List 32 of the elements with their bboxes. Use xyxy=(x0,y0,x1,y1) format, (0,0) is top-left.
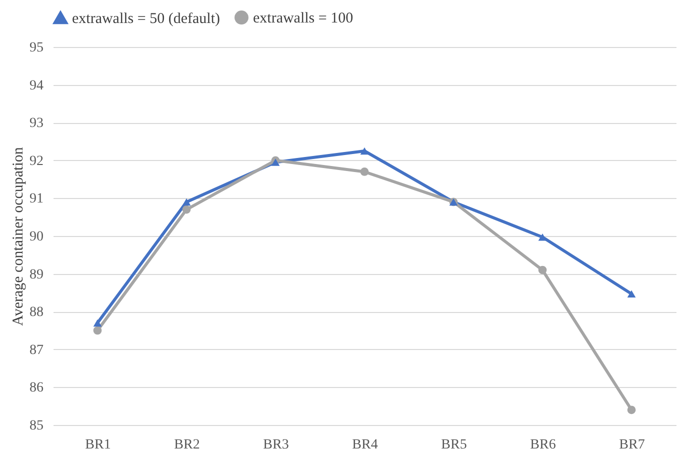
x-tick-label: BR1 xyxy=(85,438,111,452)
y-tick-label: 95 xyxy=(30,40,44,56)
y-tick-label: 85 xyxy=(30,418,44,434)
point xyxy=(182,205,191,214)
y-tick-label: 87 xyxy=(30,342,44,358)
y-tick-label: 90 xyxy=(30,230,44,244)
point xyxy=(360,168,369,176)
point xyxy=(538,234,547,241)
point xyxy=(360,147,369,155)
point xyxy=(538,266,547,274)
y-axis-title: Average container occupation xyxy=(10,146,26,326)
y-tick-label: 92 xyxy=(30,154,44,169)
x-tick-label: BR6 xyxy=(530,438,556,452)
point xyxy=(93,326,102,335)
point xyxy=(93,319,102,327)
point xyxy=(271,158,280,166)
point xyxy=(182,198,191,206)
x-tick-label: BR5 xyxy=(441,438,467,452)
y-tick-label: 91 xyxy=(30,192,44,207)
x-tick-label: BR4 xyxy=(352,438,378,452)
x-tick-label: BR7 xyxy=(619,438,645,452)
y-tick-label: 93 xyxy=(30,116,44,132)
legend-label: extrawalls = 50 (default) xyxy=(72,10,220,27)
y-tick-label: 86 xyxy=(30,380,44,396)
y-tick-label: 89 xyxy=(30,267,44,282)
point xyxy=(627,406,636,414)
legend-label: extrawalls = 100 xyxy=(253,10,354,27)
x-tick-label: BR2 xyxy=(174,438,200,452)
y-tick-label: 88 xyxy=(30,305,44,320)
point xyxy=(627,290,636,298)
y-tick-label: 94 xyxy=(30,78,44,94)
x-tick-label: BR3 xyxy=(263,438,289,452)
